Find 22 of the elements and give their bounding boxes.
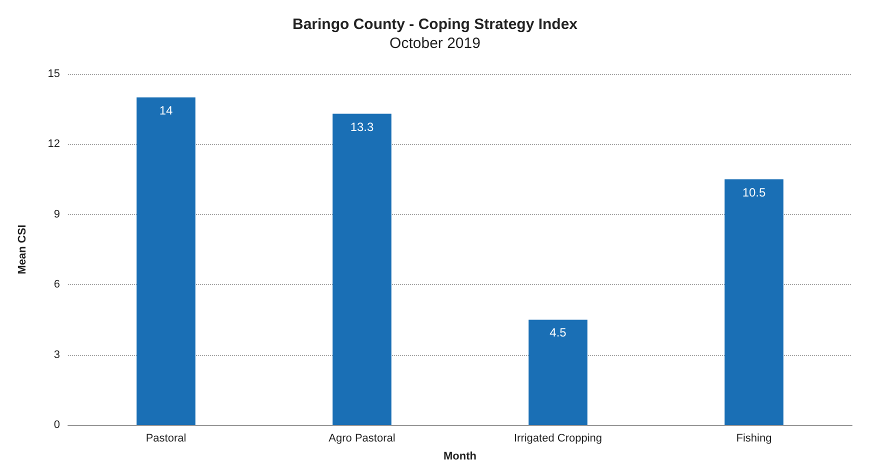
y-tick-label: 9 — [54, 208, 60, 220]
x-tick-label: Pastoral — [146, 432, 186, 444]
x-tick-label: Agro Pastoral — [328, 432, 396, 444]
bar — [528, 320, 588, 425]
x-tick-label: Fishing — [736, 432, 772, 444]
y-tick-label: 15 — [48, 68, 60, 80]
data-label: 10.5 — [742, 185, 766, 200]
y-tick-label: 0 — [54, 419, 60, 431]
y-axis-title: Mean CSI — [16, 224, 28, 274]
y-tick-label: 6 — [54, 278, 60, 291]
chart-title: Baringo County - Coping Strategy Index — [292, 16, 578, 33]
y-tick-label: 3 — [54, 348, 60, 361]
bar — [136, 97, 196, 425]
data-label: 14 — [159, 103, 173, 118]
bar — [332, 114, 392, 425]
x-axis-title: Month — [444, 450, 477, 462]
chart-subtitle: October 2019 — [390, 35, 480, 52]
data-label: 13.3 — [350, 120, 374, 134]
x-tick-label: Irrigated Cropping — [514, 432, 602, 444]
y-tick-label: 12 — [48, 138, 60, 150]
bar — [724, 179, 784, 425]
data-label: 4.5 — [550, 326, 567, 340]
